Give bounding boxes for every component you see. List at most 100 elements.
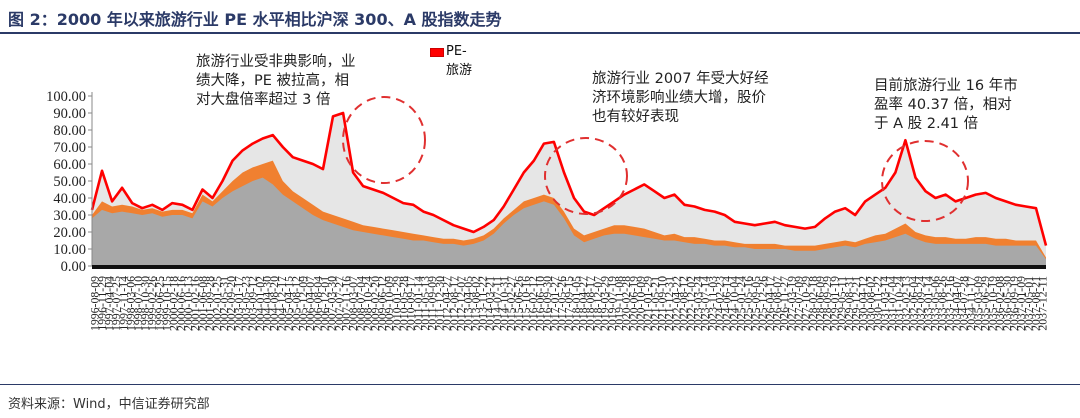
x-tick-label-0: 1996-08-09 xyxy=(88,276,102,331)
x-tick-label-15: 2001-06-08 xyxy=(195,276,209,331)
x-tick-label-58: 2015-02-27 xyxy=(504,276,518,331)
x-tick-label-17: 2002-01-25 xyxy=(210,276,224,331)
x-tick-label-34: 2007-07-27 xyxy=(332,276,346,331)
x-tick-label-5: 1998-03-06 xyxy=(124,276,138,331)
x-tick-label-35: 2007-11-16 xyxy=(339,276,353,331)
annotation-2007-line-2: 济环境影响业绩大增，股价 xyxy=(592,90,766,106)
x-tick-label-80: 2021-12-31 xyxy=(662,276,676,331)
figure-title: 图 2：2000 年以来旅游行业 PE 水平相比沪深 300、A 股指数走势 xyxy=(8,10,502,29)
x-tick-label-13: 2000-10-13 xyxy=(181,276,195,331)
x-tick-label-111: 2031-07-04 xyxy=(885,276,899,331)
x-tick-label-95: 2026-08-07 xyxy=(770,276,784,331)
x-tick-label-104: 2029-05-11 xyxy=(835,276,849,331)
legend-swatch-tourism xyxy=(430,48,444,57)
x-tick-label-108: 2030-08-02 xyxy=(863,276,877,331)
x-tick-label-71: 2019-03-29 xyxy=(598,276,612,331)
x-tick-label-116: 2033-01-14 xyxy=(921,276,935,331)
x-tick-label-103: 2029-01-19 xyxy=(827,276,841,331)
x-tick-label-23: 2004-01-02 xyxy=(253,276,267,331)
legend-line-2: 旅游 xyxy=(446,63,473,78)
x-tick-label-37: 2008-07-04 xyxy=(353,276,367,331)
x-axis xyxy=(92,265,1046,269)
x-tick-label-82: 2022-08-12 xyxy=(677,276,691,331)
x-tick-label-50: 2012-08-17 xyxy=(447,276,461,331)
x-tick-label-55: 2014-03-21 xyxy=(483,276,497,331)
x-tick-label-47: 2011-09-09 xyxy=(425,276,439,331)
annotation-current-line-2: 盈率 40.37 倍，相对 xyxy=(874,97,1012,113)
x-tick-label-74: 2020-02-28 xyxy=(619,276,633,331)
area-series-3 xyxy=(92,177,1046,266)
x-tick-label-119: 2033-12-16 xyxy=(942,276,956,331)
x-tick-label-45: 2011-01-14 xyxy=(411,276,425,331)
x-tick-label-6: 1998-07-10 xyxy=(131,276,145,331)
x-tick-label-1: 1996-11-29 xyxy=(95,276,109,331)
x-tick-label-75: 2020-06-19 xyxy=(626,276,640,331)
source-note: 资料来源：Wind，中信证券研究部 xyxy=(8,397,210,412)
highlight-circle-2 xyxy=(544,137,628,215)
x-tick-label-46: 2011-05-13 xyxy=(418,276,432,331)
x-tick-label-83: 2022-12-02 xyxy=(684,276,698,331)
x-tick-label-72: 2019-07-19 xyxy=(605,276,619,331)
x-tick-label-60: 2015-10-16 xyxy=(519,276,533,331)
x-tick-label-130: 2037-05-01 xyxy=(1021,276,1035,331)
x-tick-label-70: 2018-12-07 xyxy=(590,276,604,331)
x-tick-label-64: 2017-01-27 xyxy=(547,276,561,331)
x-tick-label-30: 2006-04-07 xyxy=(303,276,317,331)
x-tick-label-92: 2025-09-05 xyxy=(748,276,762,331)
x-tick-label-24: 2004-04-30 xyxy=(260,276,274,331)
x-tick-label-12: 2000-06-16 xyxy=(174,276,188,331)
x-tick-label-124: 2035-06-29 xyxy=(978,276,992,331)
x-tick-label-107: 2030-04-12 xyxy=(856,276,870,331)
x-tick-label-84: 2023-03-24 xyxy=(691,276,705,331)
x-tick-label-129: 2037-01-09 xyxy=(1014,276,1028,331)
x-tick-label-96: 2026-11-27 xyxy=(777,276,791,331)
x-tick-label-42: 2010-01-29 xyxy=(389,276,403,331)
annotation-current-line-1: 目前旅游行业 16 年市 xyxy=(874,78,1018,94)
x-tick-label-97: 2027-03-19 xyxy=(784,276,798,331)
x-tick-label-113: 2032-02-13 xyxy=(899,276,913,331)
highlight-circle-1 xyxy=(342,96,426,184)
y-tick-label-2: 20.00 xyxy=(53,225,86,241)
x-tick-label-127: 2036-05-30 xyxy=(1000,276,1014,331)
x-tick-label-85: 2023-07-14 xyxy=(698,276,712,331)
x-tick-label-32: 2006-12-01 xyxy=(318,276,332,331)
x-tick-label-56: 2014-07-11 xyxy=(490,276,504,331)
x-tick-label-114: 2032-06-04 xyxy=(906,276,920,331)
x-tick-label-36: 2008-03-07 xyxy=(346,276,360,331)
x-tick-label-123: 2035-03-09 xyxy=(971,276,985,331)
x-tick-label-26: 2004-12-17 xyxy=(274,276,288,331)
y-tick-label-3: 30.00 xyxy=(53,208,86,224)
x-tick-label-68: 2018-04-27 xyxy=(576,276,590,331)
x-tick-label-63: 2016-09-30 xyxy=(540,276,554,331)
x-tick-label-33: 2007-03-30 xyxy=(325,276,339,331)
annotation-2007-line-1: 旅游行业 2007 年受大好经 xyxy=(592,71,769,87)
x-tick-label-105: 2029-08-31 xyxy=(842,276,856,331)
annotation-2007-line-3: 也有较好表现 xyxy=(592,109,679,125)
x-tick-label-102: 2028-09-29 xyxy=(820,276,834,331)
x-tick-label-16: 2001-09-28 xyxy=(203,276,217,331)
x-tick-label-94: 2026-04-17 xyxy=(763,276,777,331)
x-tick-label-38: 2008-10-24 xyxy=(361,276,375,331)
x-tick-label-115: 2032-09-24 xyxy=(914,276,928,331)
x-tick-label-7: 1998-10-30 xyxy=(138,276,152,331)
y-tick-label-9: 90.00 xyxy=(53,106,86,122)
x-tick-label-44: 2010-09-17 xyxy=(404,276,418,331)
x-tick-label-61: 2016-02-12 xyxy=(526,276,540,331)
y-tick-label-5: 50.00 xyxy=(53,174,86,190)
annotation-sars-line-3: 对大盘倍率超过 3 倍 xyxy=(196,92,331,108)
x-tick-label-106: 2029-12-21 xyxy=(849,276,863,331)
x-tick-label-20: 2003-01-17 xyxy=(231,276,245,331)
x-tick-label-67: 2018-01-05 xyxy=(569,276,583,331)
x-tick-label-101: 2028-06-09 xyxy=(813,276,827,331)
x-tick-label-76: 2020-10-09 xyxy=(634,276,648,331)
x-tick-label-39: 2009-02-20 xyxy=(368,276,382,331)
x-tick-label-109: 2030-11-22 xyxy=(871,276,885,331)
x-tick-label-48: 2011-12-30 xyxy=(432,276,446,331)
x-tick-label-31: 2006-08-04 xyxy=(310,276,324,331)
x-tick-label-57: 2014-10-31 xyxy=(497,276,511,331)
x-tick-label-43: 2010-05-28 xyxy=(397,276,411,331)
x-tick-label-10: 1999-10-15 xyxy=(160,276,174,331)
x-tick-label-59: 2015-06-26 xyxy=(511,276,525,331)
x-tick-label-3: 1997-07-25 xyxy=(109,276,123,331)
x-tick-label-51: 2012-12-07 xyxy=(454,276,468,331)
